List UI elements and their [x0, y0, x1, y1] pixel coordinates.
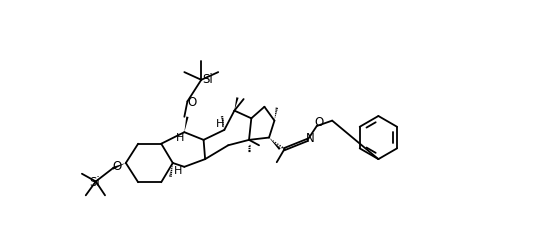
Text: N: N [306, 132, 315, 145]
Text: O: O [315, 116, 323, 129]
Polygon shape [112, 163, 126, 170]
Text: O: O [188, 96, 197, 109]
Polygon shape [235, 97, 238, 111]
Text: H: H [216, 119, 225, 129]
Text: H: H [174, 166, 182, 176]
Text: O: O [112, 160, 121, 173]
Text: Si: Si [202, 73, 213, 86]
Text: Si: Si [89, 177, 99, 189]
Text: H: H [176, 133, 184, 143]
Polygon shape [269, 138, 280, 150]
Polygon shape [184, 117, 189, 132]
